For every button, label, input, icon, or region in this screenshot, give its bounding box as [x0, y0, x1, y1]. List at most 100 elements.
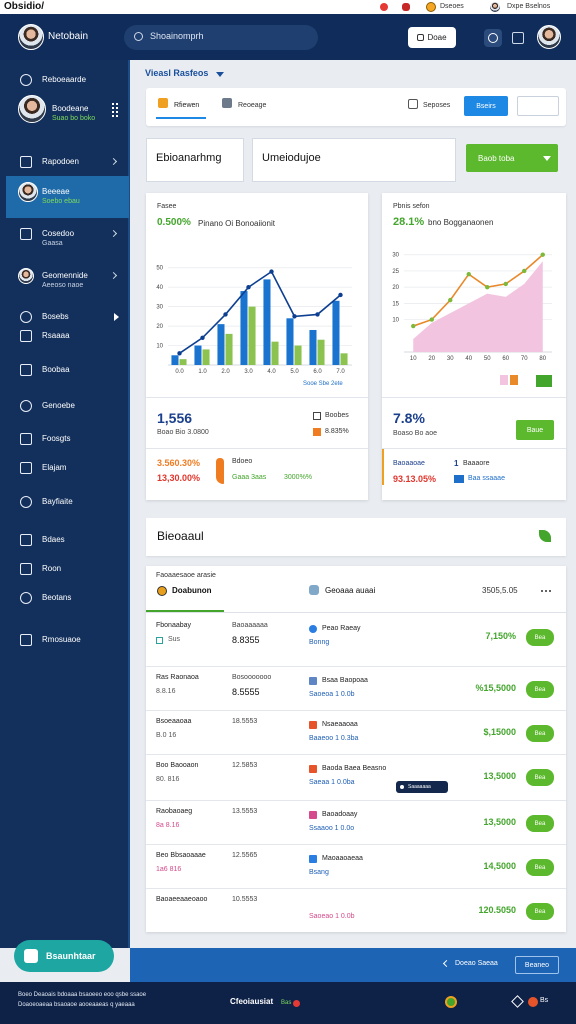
row-amount: 13,5000 — [483, 771, 516, 781]
row-action[interactable]: Bea — [526, 815, 554, 832]
top-link[interactable]: Dseoes — [440, 3, 464, 10]
chart-legend: Sooe Sbe 2ete — [303, 381, 343, 387]
icon-button[interactable] — [512, 32, 524, 44]
row-item-subtitle: Saoeoa 1 0.0b — [309, 691, 355, 698]
column-icon — [309, 585, 319, 595]
breadcrumb[interactable]: Vieasl Rasfeos — [145, 68, 209, 78]
action-link[interactable]: Seposes — [423, 102, 451, 109]
divider — [382, 397, 566, 398]
sidebar-icon — [20, 462, 32, 474]
sidebar-cta[interactable]: Bsaunhtaar — [14, 940, 114, 972]
toggle-button[interactable] — [517, 96, 559, 116]
sidebar-subtitle: Gaasa — [42, 240, 63, 247]
button-label: Bea — [534, 634, 546, 641]
sidebar-item[interactable]: Bosebs — [42, 312, 69, 321]
tab[interactable]: Rfiewen — [174, 102, 200, 109]
sidebar-item[interactable]: Bayfiaite — [42, 497, 73, 506]
bottom-button[interactable]: Beaneo — [515, 956, 559, 974]
search-box[interactable] — [124, 25, 318, 50]
stat-label: Baaaore — [463, 460, 490, 467]
top-avatar — [489, 1, 501, 13]
chart-card — [382, 193, 566, 500]
sidebar-item[interactable]: Cosedoo — [42, 229, 75, 238]
row-divider — [146, 666, 566, 667]
sidebar-item[interactable]: Boobaa — [42, 365, 70, 374]
row-action[interactable]: Bea — [526, 769, 554, 786]
footer-icon[interactable] — [528, 997, 538, 1007]
sidebar-icon — [20, 364, 32, 376]
row-code: 18.5553 — [232, 718, 258, 725]
row-name: Bsoeaaoaa — [156, 718, 192, 725]
more-dots[interactable] — [541, 590, 543, 592]
sidebar-item[interactable]: Beeeae — [42, 187, 70, 196]
stat-label: 8.835% — [325, 428, 349, 435]
sidebar-item[interactable]: Beotans — [42, 593, 72, 602]
sidebar-subtitle: Suao bo boko — [52, 115, 96, 122]
more-dots[interactable] — [545, 590, 547, 592]
sidebar-item[interactable]: Foosgts — [42, 434, 71, 443]
sidebar-icon — [20, 563, 32, 575]
sidebar-icon — [20, 592, 32, 604]
expand-arrow — [114, 313, 119, 321]
item-icon — [309, 677, 317, 685]
top-link[interactable]: Dxpe Bselnos — [507, 3, 551, 10]
sidebar-item[interactable]: Geomennide — [42, 271, 88, 280]
search-placeholder: Shoainomprh — [150, 31, 204, 41]
sidebar-icon — [20, 311, 32, 323]
header-button[interactable]: Doae — [408, 27, 456, 48]
row-action[interactable]: Bea — [526, 903, 554, 920]
sidebar-item[interactable]: Roon — [42, 564, 62, 573]
sidebar-item[interactable]: Elajam — [42, 463, 67, 472]
profile-avatar — [537, 25, 561, 49]
sidebar-item[interactable]: Rapodoen — [42, 157, 79, 166]
sidebar-item[interactable]: Genoebe — [42, 401, 75, 410]
legend-label: Baa ssaaae — [468, 475, 505, 482]
filter-label: Ebioanarhmg — [156, 152, 222, 164]
filter-box[interactable] — [252, 138, 456, 182]
filter-button[interactable]: Baob toba — [466, 144, 558, 172]
row-action[interactable]: Bea — [526, 859, 554, 876]
sidebar-item[interactable]: Rsaaaa — [42, 331, 70, 340]
filter-box[interactable] — [146, 138, 244, 182]
footer-link[interactable]: Bs — [540, 997, 549, 1004]
tab[interactable]: Reoeage — [238, 102, 267, 109]
primary-button[interactable]: Bseirs — [464, 96, 508, 116]
item-icon — [309, 625, 317, 633]
row-tag: 8.8.16 — [156, 688, 176, 695]
row-tag: B.0 16 — [156, 732, 177, 739]
sidebar-icon — [20, 400, 32, 412]
row-action[interactable]: Bea — [526, 681, 554, 698]
bottom-link[interactable]: Doeao Saeaa — [455, 960, 498, 967]
more-dots[interactable] — [549, 590, 551, 592]
sidebar-item[interactable]: Bdaes — [42, 535, 65, 544]
section-icon — [539, 530, 551, 542]
button-label: Beaneo — [524, 961, 550, 969]
row-item: Peao Raeay — [322, 625, 361, 632]
footer-icon[interactable] — [445, 996, 457, 1008]
card-caption: Pinano Oi Bonoaiionit — [198, 219, 275, 228]
app-name: Netobain — [48, 31, 89, 42]
stat-label: 1 — [454, 459, 459, 468]
row-tag: 8a 8.16 — [156, 822, 180, 829]
card-button[interactable]: Baue — [516, 420, 554, 440]
row-code: Bosooooooo — [232, 674, 272, 681]
sidebar-item[interactable]: Boodeane — [52, 104, 89, 113]
row-divider — [146, 888, 566, 889]
row-action[interactable]: Bea — [526, 629, 554, 646]
item-icon — [309, 811, 317, 819]
item-icon — [309, 721, 317, 729]
item-icon — [309, 855, 317, 863]
row-value: 8.5555 — [232, 687, 260, 697]
sidebar-icon — [20, 634, 32, 646]
sidebar-icon — [20, 433, 32, 445]
row-item: Baoda Baea Beasno — [322, 765, 387, 772]
sidebar-item[interactable]: Rmosuaoe — [42, 635, 81, 644]
row-action[interactable]: Bea — [526, 725, 554, 742]
search-icon — [134, 32, 143, 41]
button-label: Bea — [534, 864, 546, 871]
sidebar-item[interactable]: Reboeaarde — [42, 75, 87, 84]
table-tab[interactable]: Doabunon — [172, 586, 212, 595]
sidebar-avatar — [18, 182, 38, 202]
footer-text: Doaoeoaeaa bsaoaoe aooeaaeas q yaeaaa — [18, 1002, 135, 1008]
